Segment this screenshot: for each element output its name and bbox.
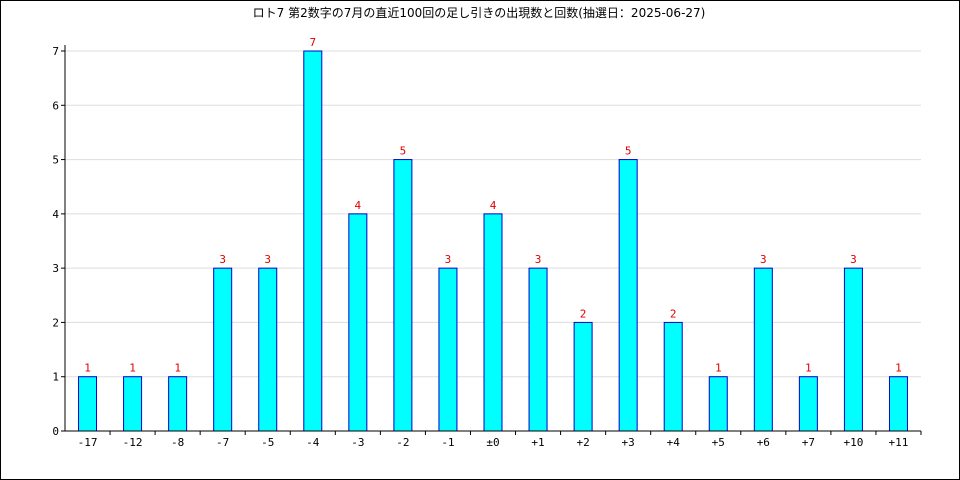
x-tick-label: ±0 [486,436,499,449]
data-label: 3 [445,253,452,266]
data-label: 4 [355,199,362,212]
y-tick-label: 5 [52,154,59,167]
x-tick-label: +5 [712,436,725,449]
x-tick-label: -8 [171,436,184,449]
x-tick-label: -2 [396,436,409,449]
data-label: 1 [895,362,902,375]
data-label: 2 [670,307,677,320]
y-tick-label: 4 [52,208,59,221]
data-label: 2 [580,307,587,320]
bar [303,50,323,432]
data-label: 5 [400,145,407,158]
axes [64,45,921,432]
data-label: 1 [174,362,181,375]
data-label: 1 [805,362,812,375]
data-label: 7 [309,36,316,49]
bar [393,159,413,432]
bar [573,321,593,432]
data-label: 1 [715,362,722,375]
y-axis-ticks: 0 1 2 3 4 5 6 7 [52,45,65,438]
data-label: 4 [490,199,497,212]
x-tick-label: +2 [576,436,589,449]
x-tick-label: +4 [667,436,681,449]
bar [843,267,863,432]
y-tick-label: 6 [52,99,59,112]
bars [78,50,908,432]
data-label: 1 [84,362,91,375]
data-label: 3 [760,253,767,266]
y-tick-label: 7 [52,45,59,58]
bar [348,213,368,432]
y-tick-label: 3 [52,262,59,275]
x-tick-label: -7 [216,436,229,449]
bar [528,267,548,432]
x-tick-label: +6 [757,436,770,449]
y-tick-label: 1 [52,371,59,384]
x-tick-label: +10 [843,436,863,449]
data-labels: 1 1 1 3 3 7 4 5 3 4 3 2 5 2 1 3 1 3 1 [84,36,902,375]
data-label: 3 [219,253,226,266]
bar [258,267,278,432]
x-tick-label: -3 [351,436,364,449]
x-tick-label: -5 [261,436,274,449]
x-tick-label: +1 [531,436,544,449]
bar [78,376,98,432]
x-tick-label: -17 [78,436,98,449]
data-label: 1 [129,362,136,375]
bar [798,376,818,432]
y-tick-label: 0 [52,425,59,438]
bar [483,213,503,432]
bar [708,376,728,432]
x-tick-label: -12 [123,436,143,449]
bar [663,321,683,432]
bar [213,267,233,432]
bar [123,376,143,432]
bar [888,376,908,432]
x-tick-label: +3 [622,436,635,449]
x-tick-label: +7 [802,436,815,449]
bar [168,376,188,432]
x-axis-ticks: -17 -12 -8 -7 -5 -4 -3 -2 -1 ±0 +1 +2 +3 +4 +5 +6 +7 +10 +… [78,431,922,449]
bar [438,267,458,432]
data-label: 5 [625,145,632,158]
bar [618,159,638,432]
data-label: 3 [264,253,271,266]
x-tick-label: +11 [889,436,909,449]
x-tick-label: -1 [441,436,454,449]
x-tick-label: -4 [306,436,320,449]
bar [753,267,773,432]
y-tick-label: 2 [52,316,59,329]
data-label: 3 [535,253,542,266]
chart-title: ロト7 第2数字の7月の直近100回の足し引きの出現数と回数(抽選日：2025-… [253,5,706,20]
data-label: 3 [850,253,857,266]
